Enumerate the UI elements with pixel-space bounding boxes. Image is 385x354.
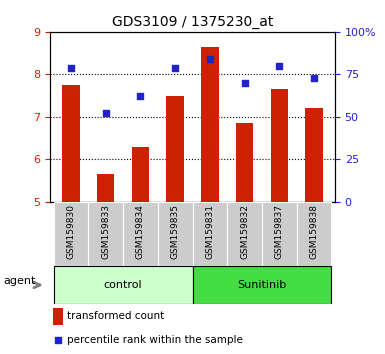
Bar (53, 308, 63, 325)
Text: GSM159834: GSM159834 (136, 204, 145, 258)
Point (55, 337, 61, 343)
Text: control: control (104, 280, 142, 290)
Bar (54, 266, 192, 304)
Bar (192, 202, 227, 266)
Bar (262, 202, 297, 266)
Point (172, 65, 178, 70)
Text: percentile rank within the sample: percentile rank within the sample (67, 335, 243, 346)
Point (311, 75, 317, 81)
Point (102, 110, 109, 116)
Bar (236, 123, 253, 202)
Bar (97, 174, 114, 202)
Text: GSM159837: GSM159837 (275, 204, 284, 259)
Title: GDS3109 / 1375230_at: GDS3109 / 1375230_at (112, 16, 273, 29)
Bar (271, 89, 288, 202)
Text: GSM159830: GSM159830 (66, 204, 75, 259)
Bar (166, 96, 184, 202)
Text: GSM159833: GSM159833 (101, 204, 110, 259)
Bar (297, 202, 331, 266)
Text: Sunitinib: Sunitinib (238, 280, 286, 290)
Bar (192, 266, 331, 304)
Bar (305, 108, 323, 202)
Bar (227, 202, 262, 266)
Bar (201, 47, 219, 202)
Point (137, 93, 144, 99)
Point (207, 56, 213, 62)
Point (68, 65, 74, 70)
Bar (62, 85, 80, 202)
Text: GSM159831: GSM159831 (205, 204, 214, 259)
Text: GSM159835: GSM159835 (171, 204, 180, 259)
Bar (54, 202, 88, 266)
Text: transformed count: transformed count (67, 312, 164, 321)
Point (276, 63, 283, 69)
Bar (88, 202, 123, 266)
Bar (132, 147, 149, 202)
Text: GSM159832: GSM159832 (240, 204, 249, 258)
Bar (158, 202, 192, 266)
Text: agent: agent (4, 276, 36, 286)
Bar (123, 202, 158, 266)
Text: GSM159838: GSM159838 (310, 204, 319, 259)
Point (241, 80, 248, 86)
